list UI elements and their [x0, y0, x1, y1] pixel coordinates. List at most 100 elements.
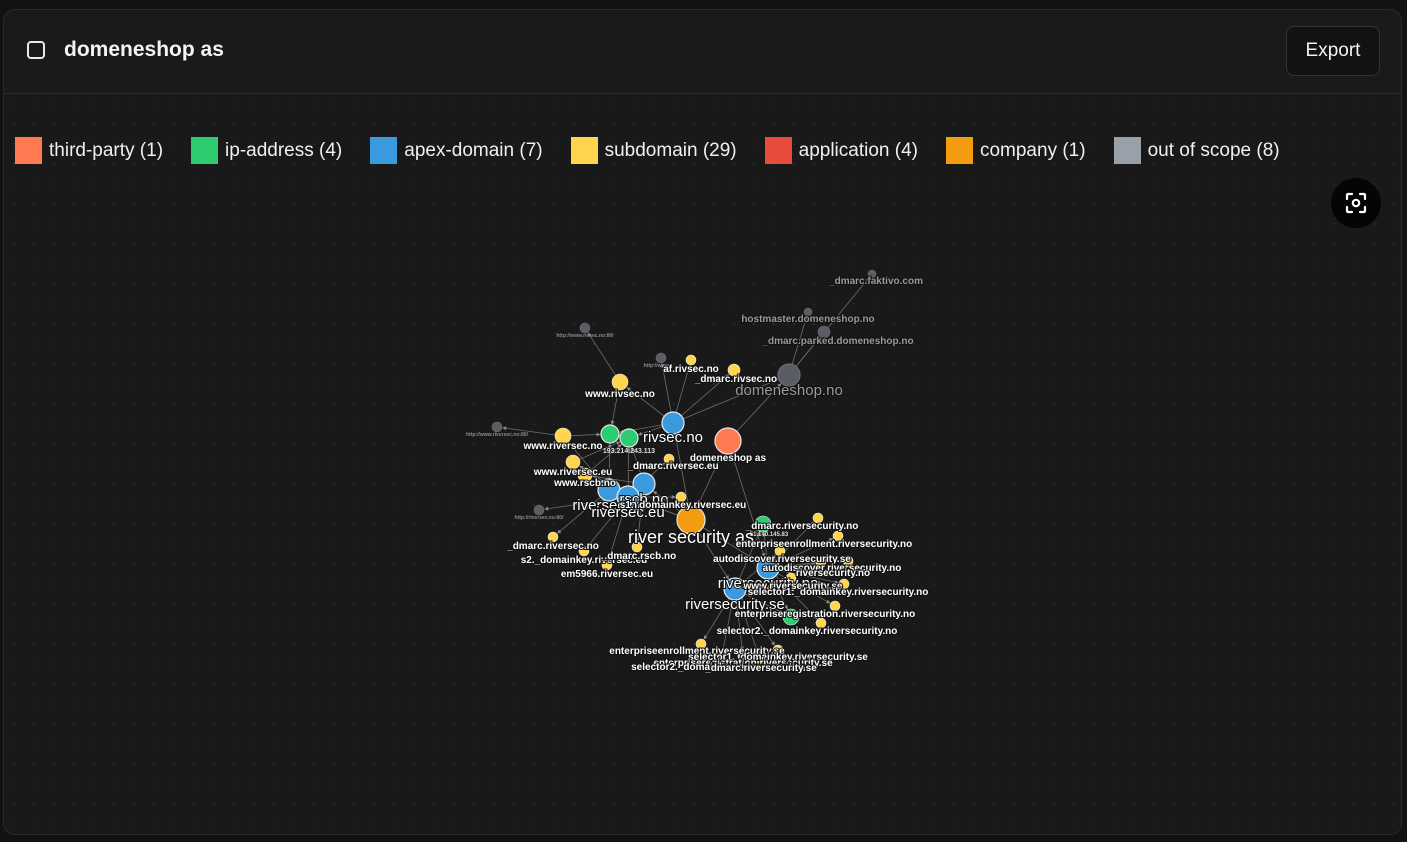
- graph-node-http-a[interactable]: [655, 352, 667, 364]
- graph-node-domeneshop-no[interactable]: [777, 363, 801, 387]
- graph-node-ip2[interactable]: [619, 428, 639, 448]
- graph-node-selector2-no[interactable]: [815, 617, 827, 629]
- graph-node-http-rivsec[interactable]: [579, 322, 591, 334]
- graph-edge: [572, 441, 621, 463]
- graph-node-www-rivsec[interactable]: [611, 373, 629, 391]
- graph-node-label: _dmarc.rscb.no: [601, 551, 676, 562]
- fit-view-button[interactable]: [1331, 178, 1381, 228]
- graph-node-dmarc-riversecurity-no[interactable]: [812, 512, 824, 524]
- graph-node-em5966[interactable]: [601, 559, 613, 571]
- legend-label: company (1): [979, 139, 1086, 161]
- graph-node-ip4[interactable]: [782, 608, 800, 626]
- graph-edge: [734, 588, 760, 656]
- graph-node-label: http://www.rivsec.no:80/: [556, 333, 614, 339]
- graph-node-autodiscover-no[interactable]: [842, 555, 854, 567]
- legend-swatch: [1113, 137, 1141, 164]
- graph-node-label: _dmarc.rivsec.no: [694, 374, 777, 385]
- graph-node-dmarc-rscb[interactable]: [631, 541, 643, 553]
- graph-node-label: www.riversecurity.se: [743, 581, 843, 592]
- graph-node-enterpriseenrollment-se[interactable]: [695, 638, 707, 650]
- legend-item-out-of-scope[interactable]: out of scope (8): [1113, 137, 1280, 164]
- graph-node-dmarc-parked[interactable]: [817, 325, 831, 339]
- graph-node-enterpriseregistration-se[interactable]: [737, 650, 749, 662]
- graph-node-dmarc-faktivo[interactable]: [867, 269, 877, 279]
- graph-node-label: _dmarc.parked.domeneshop.no: [761, 336, 913, 347]
- graph-node-label: hostmaster.domeneshop.no: [741, 314, 874, 325]
- legend-item-apex-domain[interactable]: apex-domain (7): [370, 137, 543, 164]
- graph-node-www-riversec-no[interactable]: [554, 427, 572, 445]
- focus-frame-icon: [1345, 192, 1367, 214]
- graph-node-riversecurity-no[interactable]: [756, 556, 780, 580]
- legend-item-company[interactable]: company (1): [945, 137, 1086, 164]
- graph-node-label: domeneshop.no: [735, 382, 843, 399]
- graph-node-label: www.rscb.no: [553, 478, 616, 489]
- graph-node-label: www.riversec.eu: [533, 467, 613, 478]
- graph-node-s1-domainkey[interactable]: [675, 491, 687, 503]
- legend-item-application[interactable]: application (4): [764, 137, 918, 164]
- graph-node-label: _dmarc.riversec.no: [506, 541, 599, 552]
- graph-node-enterpriseenrollment-no[interactable]: [832, 530, 844, 542]
- graph-node-label: http://riversec.eu:80/: [515, 515, 565, 521]
- graph-node-ip3[interactable]: [754, 515, 772, 533]
- graph-node-s2-domainkey[interactable]: [578, 545, 590, 557]
- graph-node-dmarc-riversecurity-se[interactable]: [755, 655, 767, 667]
- graph-node-label: enterpriseenrollment.riversecurity.se: [609, 646, 785, 657]
- page-title: domeneshop as: [64, 38, 224, 61]
- graph-node-label: _dmarc.riversecurity.no: [745, 521, 859, 532]
- graph-node-label: enterpriseregistration.riversecurity.se: [653, 658, 833, 669]
- legend-item-ip-address[interactable]: ip-address (4): [191, 137, 342, 164]
- graph-edge: [767, 567, 831, 604]
- relationship-graph[interactable]: _dmarc.faktivo.com hostmaster.domeneshop.…: [4, 94, 1402, 835]
- graph-node-dmarc-riversec-eu[interactable]: [663, 453, 675, 465]
- graph-node-hostmaster[interactable]: [803, 307, 813, 317]
- select-checkbox[interactable]: [27, 41, 45, 59]
- graph-node-river-security-as[interactable]: [676, 505, 706, 535]
- graph-node-www-riversec-eu[interactable]: [565, 454, 581, 470]
- graph-node-label: _dmarc.faktivo.com: [828, 276, 923, 287]
- graph-node-www-riversecurity-se[interactable]: [785, 572, 797, 584]
- graph-edge: [727, 440, 766, 558]
- graph-node-enterpriseregistration-no[interactable]: [829, 600, 841, 612]
- graph-node-ip1[interactable]: [600, 424, 620, 444]
- graph-node-label: http://www.: [644, 363, 671, 369]
- graph-node-domeneshop-as[interactable]: [714, 427, 742, 455]
- legend: third-party (1) ip-address (4) apex-doma…: [15, 137, 1280, 164]
- graph-node-label: http://www.riversec.no:80/: [466, 432, 529, 438]
- graph-node-selector1-se[interactable]: [772, 644, 784, 656]
- legend-swatch: [570, 137, 598, 164]
- graph-node-label: autodiscover.riversecurity.no: [763, 563, 902, 574]
- graph-node-dmarc-rivsec[interactable]: [727, 363, 741, 377]
- graph-edge: [767, 567, 818, 620]
- graph-node-riversec-eu[interactable]: [616, 485, 640, 509]
- graph-node-label: selector2._domainkey.riversecurity.no: [717, 626, 898, 637]
- graph-node-label: af.rivsec.no: [663, 364, 719, 375]
- graph-edge: [767, 567, 839, 585]
- graph-node-selector2-se[interactable]: [715, 654, 727, 666]
- graph-node-label: riversecurity.no: [718, 575, 819, 592]
- export-button[interactable]: Export: [1286, 26, 1380, 76]
- graph-node-label: s1._domainkey.riversec.eu: [620, 500, 747, 511]
- graph-node-http-riversec-eu[interactable]: [533, 504, 545, 516]
- graph-node-dmarc-riversec-no[interactable]: [547, 531, 559, 543]
- graph-edge: [672, 422, 690, 506]
- panel-header: domeneshop as Export: [4, 10, 1401, 94]
- graph-node-af-rivsec[interactable]: [685, 354, 697, 366]
- graph-node-label: _dmarc.riversecurity.se: [704, 663, 817, 674]
- graph-node-rivsec-no[interactable]: [661, 411, 685, 435]
- legend-label: ip-address (4): [225, 139, 343, 161]
- legend-label: out of scope (8): [1147, 139, 1280, 161]
- graph-node-label: selector1._domainkey.riversecurity.no: [748, 587, 929, 598]
- legend-item-subdomain[interactable]: subdomain (29): [570, 137, 737, 164]
- legend-label: application (4): [798, 139, 918, 161]
- graph-node-riversecurity-no-sub[interactable]: [815, 556, 827, 568]
- graph-node-www-rscb[interactable]: [577, 467, 593, 483]
- graph-node-http-riversec[interactable]: [491, 421, 503, 433]
- graph-node-autodiscover-se[interactable]: [774, 545, 786, 557]
- graph-node-label: rscb.no: [619, 491, 668, 508]
- graph-canvas[interactable]: _dmarc.faktivo.com hostmaster.domeneshop.…: [4, 94, 1401, 834]
- graph-node-riversecurity-se[interactable]: [723, 577, 747, 601]
- graph-node-selector1-no[interactable]: [838, 578, 850, 590]
- graph-node-rscb-no[interactable]: [632, 472, 656, 496]
- graph-node-label: selector1._domainkey.riversecurity.se: [688, 652, 868, 663]
- legend-item-third-party[interactable]: third-party (1): [15, 137, 163, 164]
